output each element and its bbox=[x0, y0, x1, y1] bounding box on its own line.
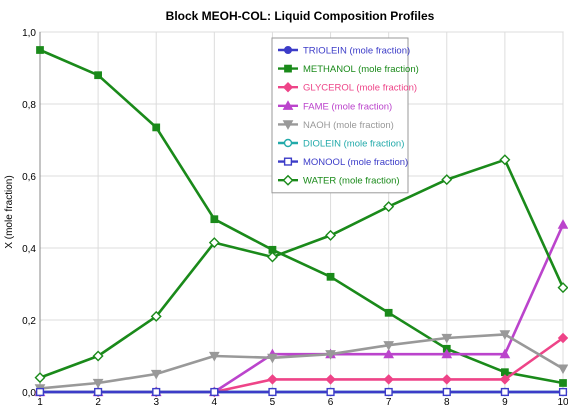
series-5 bbox=[34, 330, 568, 394]
y-tick-label: 1,0 bbox=[22, 28, 36, 39]
data-point bbox=[557, 219, 568, 229]
data-point bbox=[282, 81, 294, 93]
data-point bbox=[326, 272, 335, 281]
data-point bbox=[441, 333, 453, 344]
data-point bbox=[441, 374, 452, 385]
data-point bbox=[284, 64, 292, 73]
legend-entry[interactable]: FAME (mole fraction) bbox=[278, 100, 392, 112]
data-point bbox=[267, 374, 278, 385]
legend-entry[interactable]: METHANOL (mole fraction) bbox=[278, 64, 419, 75]
data-point bbox=[557, 282, 568, 294]
x-tick-label: 9 bbox=[502, 397, 508, 408]
data-point bbox=[210, 215, 219, 224]
legend[interactable]: TRIOLEIN (mole fraction) METHANOL (mole f… bbox=[271, 37, 419, 194]
data-point bbox=[267, 353, 278, 364]
data-point bbox=[94, 71, 102, 80]
legend-label: FAME (mole fraction) bbox=[303, 101, 392, 112]
legend-label: TRIOLEIN (mole fraction) bbox=[303, 46, 410, 57]
legend-entry[interactable]: TRIOLEIN (mole fraction) bbox=[278, 46, 410, 57]
data-point bbox=[383, 348, 395, 359]
data-point bbox=[325, 374, 336, 385]
data-point bbox=[210, 387, 219, 397]
series-line bbox=[39, 158, 565, 379]
data-point bbox=[384, 387, 393, 397]
y-tick-label: 0,8 bbox=[22, 100, 36, 111]
data-point bbox=[282, 100, 294, 110]
data-point bbox=[325, 350, 336, 360]
data-point bbox=[557, 332, 568, 344]
data-point bbox=[383, 374, 394, 385]
data-point bbox=[282, 174, 294, 186]
data-point bbox=[557, 364, 568, 375]
legend-label: MONOOL (mole fraction) bbox=[303, 157, 408, 168]
x-tick-label: 2 bbox=[95, 397, 101, 408]
y-tick-label: 0,2 bbox=[22, 316, 36, 327]
x-tick-label: 1 bbox=[37, 397, 43, 408]
x-tick-label: 6 bbox=[328, 397, 334, 408]
data-point bbox=[36, 46, 44, 54]
legend-entry[interactable]: WATER (mole fraction) bbox=[278, 174, 400, 187]
data-point bbox=[208, 237, 220, 249]
x-tick-label: 7 bbox=[386, 397, 392, 408]
data-point bbox=[283, 45, 293, 55]
data-point bbox=[152, 123, 161, 132]
data-point bbox=[92, 378, 104, 389]
x-tick-label: 4 bbox=[212, 397, 218, 408]
data-point bbox=[442, 387, 451, 397]
data-point bbox=[384, 308, 393, 317]
data-point bbox=[499, 154, 511, 166]
data-point bbox=[94, 387, 103, 397]
data-point bbox=[441, 348, 453, 359]
data-point bbox=[152, 387, 161, 397]
data-point bbox=[383, 341, 395, 351]
data-point bbox=[35, 387, 45, 397]
data-point bbox=[499, 374, 511, 385]
data-point bbox=[500, 387, 509, 397]
legend-entry[interactable]: DIOLEIN (mole fraction) bbox=[278, 139, 404, 150]
legend-entry[interactable]: GLYCEROL (mole fraction) bbox=[278, 81, 417, 94]
data-point bbox=[499, 330, 511, 340]
data-point bbox=[559, 379, 567, 387]
x-tick-label: 10 bbox=[557, 397, 568, 408]
chart-title: Block MEOH-COL: Liquid Composition Profi… bbox=[166, 9, 435, 23]
data-point bbox=[34, 372, 46, 384]
data-point bbox=[150, 310, 162, 322]
y-tick-label: 0,0 bbox=[22, 388, 36, 399]
series-layer bbox=[34, 46, 568, 398]
legend-entry[interactable]: MONOOL (mole fraction) bbox=[278, 157, 408, 168]
series-7 bbox=[35, 387, 568, 397]
data-point bbox=[441, 174, 453, 186]
data-point bbox=[326, 387, 335, 397]
y-axis-label: X (mole fraction) bbox=[4, 175, 15, 248]
x-tick-label: 8 bbox=[444, 397, 450, 408]
data-point bbox=[282, 120, 294, 130]
legend-label: WATER (mole fraction) bbox=[303, 176, 400, 187]
legend-label: NAOH (mole fraction) bbox=[303, 120, 394, 131]
legend-entry[interactable]: NAOH (mole fraction) bbox=[278, 120, 394, 131]
data-point bbox=[208, 351, 220, 362]
series-line bbox=[39, 333, 564, 390]
legend-label: GLYCEROL (mole fraction) bbox=[303, 83, 417, 94]
y-tick-label: 0,4 bbox=[22, 244, 36, 255]
legend-box bbox=[271, 37, 409, 194]
series-8 bbox=[34, 154, 568, 384]
legend-label: METHANOL (mole fraction) bbox=[303, 64, 419, 75]
data-point bbox=[325, 229, 337, 241]
data-point bbox=[283, 157, 293, 166]
series-line bbox=[39, 48, 564, 385]
data-point bbox=[150, 369, 162, 380]
data-point bbox=[558, 387, 568, 397]
legend-label: DIOLEIN (mole fraction) bbox=[303, 139, 404, 150]
data-point bbox=[266, 251, 278, 263]
data-point bbox=[383, 201, 395, 213]
x-tick-label: 5 bbox=[270, 397, 276, 408]
data-point bbox=[499, 348, 511, 359]
data-point bbox=[283, 138, 293, 148]
data-point bbox=[268, 387, 277, 397]
x-tick-label: 3 bbox=[153, 397, 159, 408]
y-tick-label: 0,6 bbox=[22, 172, 36, 183]
data-point bbox=[92, 350, 104, 362]
